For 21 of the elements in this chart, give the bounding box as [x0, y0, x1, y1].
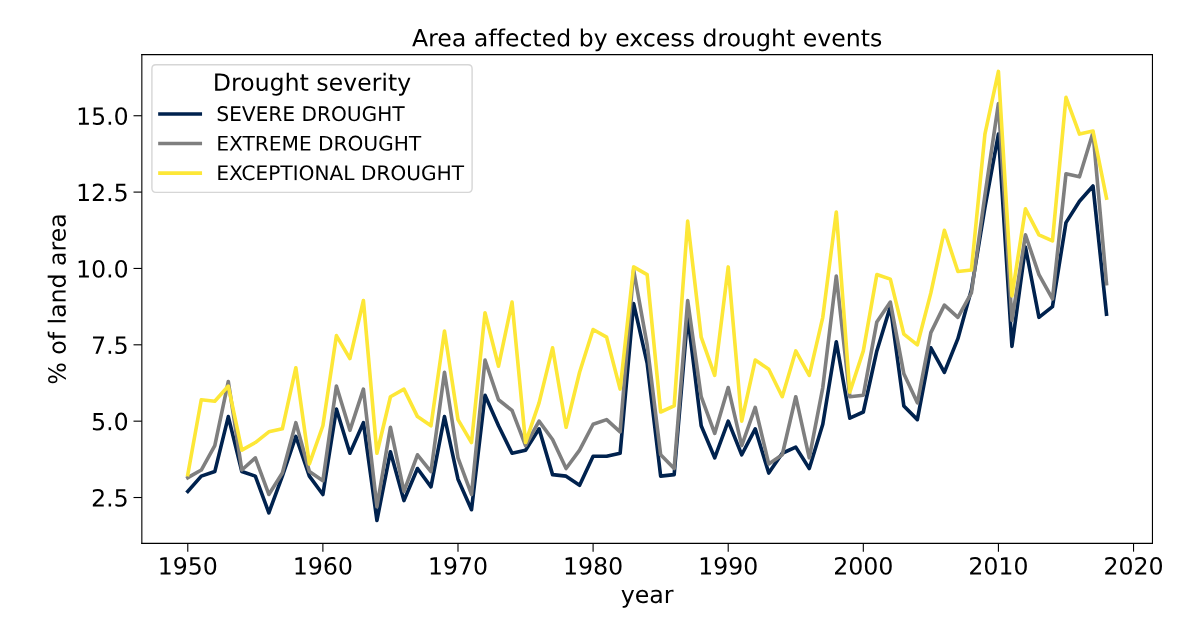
legend-label: EXCEPTIONAL DROUGHT	[218, 165, 465, 181]
legend-label: EXTREME DROUGHT	[218, 135, 422, 151]
y-tick-label: 2.5	[92, 488, 127, 507]
x-tick-label: 1970	[430, 556, 487, 575]
y-tick-label: 10.0	[78, 259, 128, 278]
x-tick-label: 1980	[565, 556, 622, 575]
legend-title: Drought severity	[215, 72, 411, 96]
legend-label: SEVERE DROUGHT	[217, 106, 405, 122]
x-tick-label: 2000	[835, 556, 892, 575]
y-tick-label: 7.5	[93, 336, 127, 355]
y-tick-label: 15.0	[78, 107, 128, 126]
chart-title: Area affected by excess drought events	[412, 28, 882, 52]
y-tick-label: 12.5	[78, 183, 127, 202]
x-tick-label: 1990	[700, 556, 757, 575]
x-tick-label: 1960	[295, 556, 352, 575]
x-tick-label: 2020	[1105, 556, 1163, 575]
y-axis-title: % of land area	[47, 215, 66, 384]
x-tick-label: 1950	[160, 556, 217, 575]
x-axis-title: year	[621, 589, 674, 608]
y-tick-label: 5.0	[92, 412, 128, 431]
x-tick-label: 2010	[970, 556, 1027, 575]
